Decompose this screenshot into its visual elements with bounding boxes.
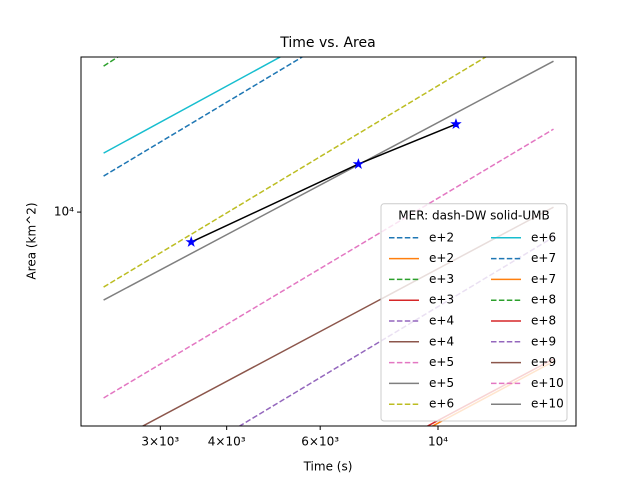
x-tick-label: 4×10³ xyxy=(208,435,246,449)
x-axis-label: Time (s) xyxy=(303,460,353,474)
legend-label: e+9 xyxy=(531,334,556,348)
legend-label: e+4 xyxy=(429,314,454,328)
series-line xyxy=(103,60,554,301)
axes-frame xyxy=(80,56,577,427)
x-tick-label: 3×10³ xyxy=(141,435,179,449)
series-line xyxy=(103,128,554,399)
x-tick-label: 6×10³ xyxy=(301,435,339,449)
legend-label: e+9 xyxy=(531,355,556,369)
legend-label: e+7 xyxy=(531,272,556,286)
x-tick-label: 10⁴ xyxy=(428,435,448,449)
legend-box xyxy=(380,203,568,422)
legend-label: e+2 xyxy=(429,230,454,244)
star-marker xyxy=(450,118,462,130)
star-marker xyxy=(185,236,197,247)
y-axis-label: Area (km^2) xyxy=(25,202,39,279)
legend-label: e+5 xyxy=(429,355,454,369)
legend-label: e+8 xyxy=(531,314,556,328)
legend-label: e+6 xyxy=(429,397,454,411)
series-line xyxy=(103,57,488,288)
legend-label: e+4 xyxy=(429,334,454,348)
legend-label: e+7 xyxy=(531,251,556,265)
series-line xyxy=(103,57,282,154)
star-marker xyxy=(352,158,365,169)
y-tick-label: 10⁴ xyxy=(54,205,74,219)
legend-label: e+10 xyxy=(531,397,564,411)
legend-label: e+3 xyxy=(429,272,454,286)
chart-title: Time vs. Area xyxy=(279,35,375,51)
legend-title: MER: dash-DW solid-UMB xyxy=(398,208,549,222)
legend-label: e+10 xyxy=(531,376,564,390)
legend-label: e+3 xyxy=(429,293,454,307)
legend-label: e+5 xyxy=(429,376,454,390)
legend-label: e+6 xyxy=(531,230,556,244)
legend-label: e+2 xyxy=(429,251,454,265)
series-line xyxy=(103,57,304,177)
legend-label: e+8 xyxy=(531,293,556,307)
